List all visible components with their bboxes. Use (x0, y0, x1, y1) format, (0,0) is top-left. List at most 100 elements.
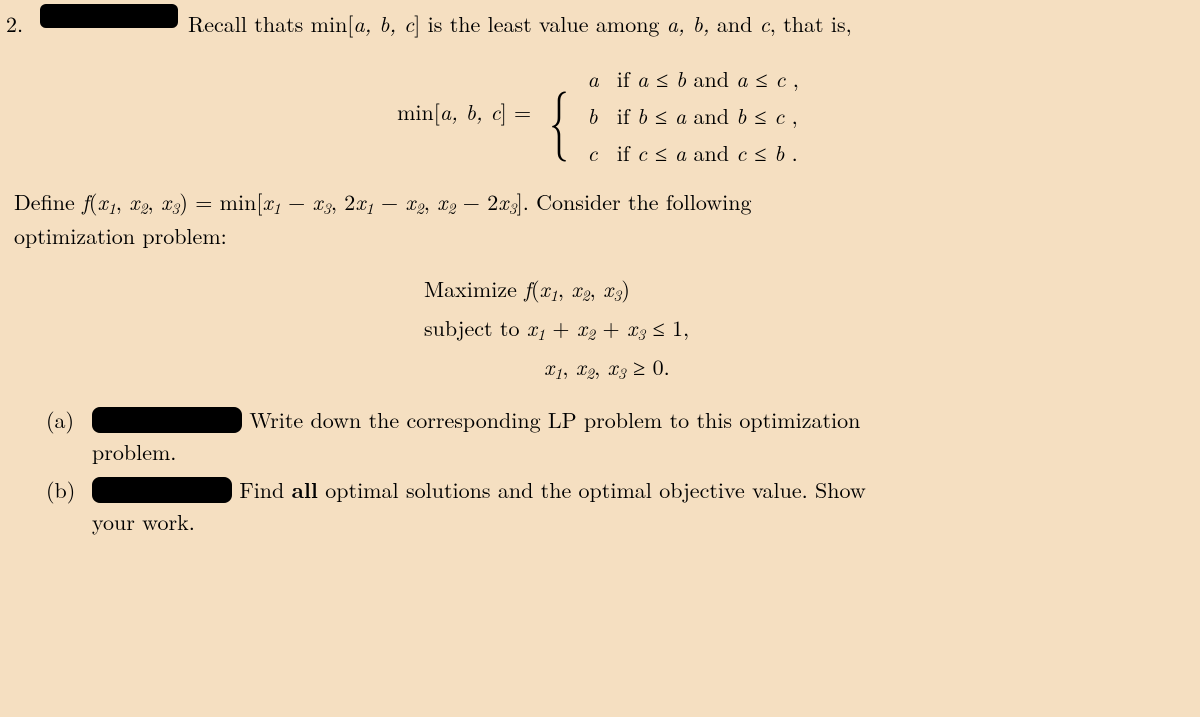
e3a: x (437, 186, 447, 217)
c1-tail: , (785, 63, 798, 94)
c3-c1: c ≤ a (637, 137, 686, 168)
define-tail: Consider the following (536, 186, 751, 217)
part-b-text-2: optimal solutions and the optimal object… (318, 474, 866, 505)
c2-and: and (686, 100, 736, 131)
sx1s: 1 (537, 322, 545, 345)
sx1: x (527, 312, 537, 343)
m3: − (455, 186, 487, 217)
e2bs: 2 (416, 196, 424, 219)
p1: + (545, 312, 577, 343)
intro-text-3: and (710, 8, 760, 39)
c2-c2: b ≤ c (736, 100, 784, 131)
part-a-body: Write down the corresponding LP problem … (92, 404, 1200, 468)
ox2s: 2 (582, 283, 590, 306)
piecewise-cases: { a if a ≤ b and a ≤ c , b if b ≤ a and … (539, 59, 809, 172)
coef2b: 2 (487, 186, 498, 217)
c2-if: if (617, 100, 637, 131)
x3: x (161, 186, 171, 217)
left-brace: { (549, 61, 569, 170)
intro-vars: a, b, (667, 8, 710, 39)
part-b-bold: all (292, 474, 318, 505)
c3-and: and (686, 137, 736, 168)
nx2: x (576, 351, 586, 382)
c3-if: if (617, 137, 637, 168)
define-line2: optimization problem: (14, 220, 227, 251)
min-prefix: min[ (397, 96, 440, 127)
problem-header-row: 2. Recall thats min[ a, b, c ] is the leas… (6, 4, 1200, 39)
opt-close: ) (621, 273, 630, 304)
ox3: x (603, 273, 613, 304)
case-2-cond: if b ≤ a and b ≤ c , (609, 98, 807, 133)
redaction-3 (92, 477, 232, 503)
part-a: (a) Write down the corresponding LP prob… (46, 404, 1200, 468)
e2a: x (355, 186, 365, 217)
part-b-text-1: Find (232, 474, 292, 505)
oc2: , (590, 273, 603, 304)
c2-c1: b ≤ a (637, 100, 686, 131)
opt-line-3: x1, x2, x3 ≥ 0. (6, 348, 1200, 387)
e1a: x (262, 186, 272, 217)
sx2s: 2 (587, 322, 595, 345)
part-b-text-3: your work. (92, 506, 195, 537)
x2: x (129, 186, 139, 217)
c1-c1: a ≤ b (637, 63, 686, 94)
case-3-val: c (580, 135, 607, 170)
opt-open: ( (531, 273, 540, 304)
nx1: x (544, 351, 554, 382)
nc1: , (562, 351, 575, 382)
c1-if: if (617, 63, 637, 94)
part-b: (b) Find all optimal solutions and the o… (46, 474, 1200, 538)
case-3-cond: if c ≤ a and c ≤ b . (609, 135, 807, 170)
piecewise-definition: min[a, b, c] = { a if a ≤ b and a ≤ c , … (6, 59, 1200, 172)
close-bracket: ]. (517, 186, 529, 217)
intro-text-2: ] is the least value among (414, 8, 667, 39)
opt-line-2: subject to x1 + x2 + x3 ≤ 1, (6, 309, 1200, 348)
eq-min: = min[ (195, 186, 262, 217)
x1-sub: 1 (108, 196, 116, 219)
intro-var-c: c (760, 8, 770, 39)
optimization-problem: Maximize f(x1, x2, x3) subject to x1 + x… (6, 270, 1200, 387)
problem-page: 2. Recall thats min[ a, b, c ] is the leas… (0, 0, 1200, 538)
intro-text-1: Recall thats min[ (188, 8, 353, 39)
e1as: 1 (273, 196, 281, 219)
nx2s: 2 (586, 361, 594, 384)
e3bs: 3 (509, 196, 517, 219)
part-b-label: (b) (46, 474, 92, 538)
sx3: x (627, 312, 637, 343)
piecewise-lhs: min[a, b, c] = (397, 96, 538, 127)
nc2: , (594, 351, 607, 382)
define-word: Define (14, 186, 82, 217)
c1: , (116, 186, 129, 217)
p2: + (595, 312, 627, 343)
question-number: 2. (6, 4, 40, 39)
e1bs: 3 (323, 196, 331, 219)
maximize-word: Maximize (424, 273, 524, 304)
e3b: x (498, 186, 508, 217)
subject-to: subject to (424, 312, 527, 343)
min-suffix: ] = (501, 96, 539, 127)
nx3: x (608, 351, 618, 382)
e1b: x (313, 186, 323, 217)
part-b-body: Find all optimal solutions and the optim… (92, 474, 1200, 538)
x1: x (97, 186, 107, 217)
redaction-2 (92, 407, 242, 433)
c3-tail: . (784, 137, 797, 168)
intro-line: Recall thats min[ a, b, c ] is the least v… (178, 4, 852, 39)
c3-c2: c ≤ b (736, 137, 784, 168)
part-a-text-1: Write down the corresponding LP problem … (242, 404, 860, 435)
ox1s: 1 (550, 283, 558, 306)
c1-and: and (686, 63, 736, 94)
leq1: ≤ 1, (645, 312, 689, 343)
e2b: x (405, 186, 415, 217)
case-2-val: b (580, 98, 607, 133)
nx3s: 3 (618, 361, 626, 384)
c1-c2: a ≤ c (736, 63, 785, 94)
m1: − (281, 186, 313, 217)
f-symbol: f (82, 186, 89, 217)
sep1: , (331, 186, 344, 217)
coef2a: 2 (344, 186, 355, 217)
e2as: 1 (366, 196, 374, 219)
part-a-text-2: problem. (92, 436, 176, 467)
m2: − (374, 186, 406, 217)
sx2: x (577, 312, 587, 343)
